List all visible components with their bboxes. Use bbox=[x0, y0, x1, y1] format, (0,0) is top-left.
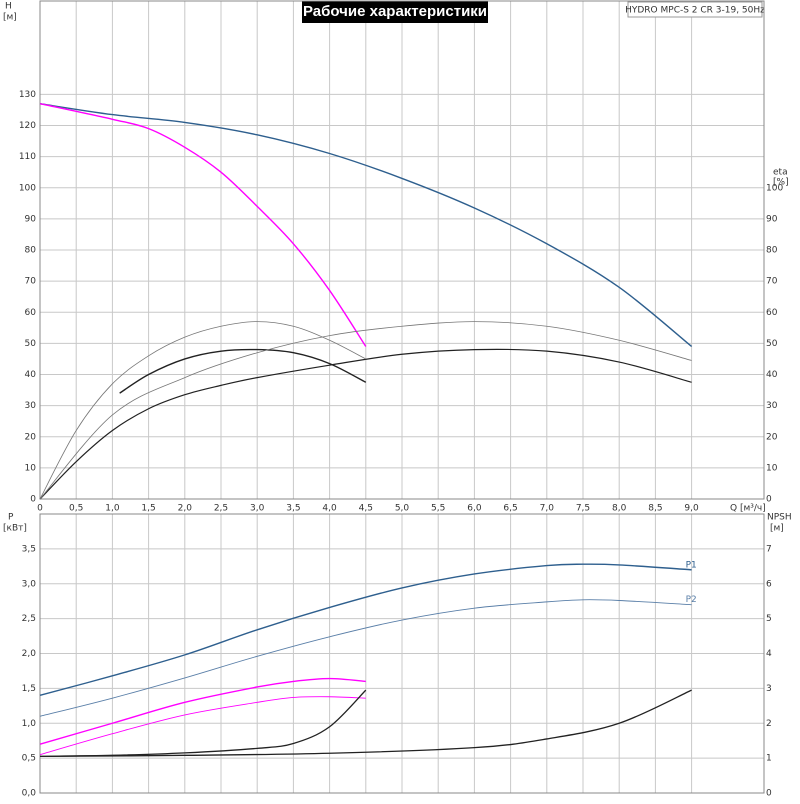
y-tick-label: 40 bbox=[25, 370, 37, 380]
y2-tick-label: 70 bbox=[766, 277, 778, 287]
x-tick-label: 6,5 bbox=[503, 504, 517, 514]
curve bbox=[39, 677, 366, 745]
x-tick-label: 4,0 bbox=[322, 504, 337, 514]
curve bbox=[39, 348, 692, 500]
y2-tick-label: 7 bbox=[766, 544, 772, 554]
series-label: P2 bbox=[686, 595, 697, 605]
y2-tick-label: 5 bbox=[766, 614, 772, 624]
curve bbox=[39, 103, 367, 347]
x-tick-label: 8,0 bbox=[612, 504, 627, 514]
y-tick-label: 2,0 bbox=[22, 649, 37, 659]
x-tick-label: 0,5 bbox=[69, 504, 83, 514]
x-tick-label: 4,5 bbox=[359, 504, 373, 514]
curve bbox=[39, 321, 366, 500]
y2-tick-label: 90 bbox=[766, 214, 778, 224]
y-tick-label: 1,0 bbox=[22, 719, 37, 729]
plot-frame bbox=[39, 0, 765, 500]
curve bbox=[39, 321, 692, 500]
x-tick-label: 3,0 bbox=[250, 504, 265, 514]
title-box bbox=[302, 1, 488, 23]
plot-frame bbox=[39, 513, 765, 794]
annotation: HYDRO MPC-S 2 CR 3-19, 50Hz bbox=[625, 6, 765, 16]
y-axis-label: P bbox=[8, 513, 14, 523]
y-tick-label: 1,5 bbox=[22, 684, 36, 694]
y-tick-label: 80 bbox=[25, 246, 37, 256]
curve bbox=[39, 563, 692, 697]
y-tick-label: 50 bbox=[25, 339, 37, 349]
y-tick-label: 0 bbox=[30, 495, 36, 505]
y-tick-label: 90 bbox=[25, 214, 37, 224]
y2-tick-label: 30 bbox=[766, 401, 778, 411]
x-tick-label: 8,5 bbox=[648, 504, 662, 514]
y2-tick-label: 20 bbox=[766, 432, 778, 442]
y-axis-unit: [кВт] bbox=[3, 524, 27, 534]
y-tick-label: 2,5 bbox=[22, 614, 36, 624]
x-tick-label: 9,0 bbox=[684, 504, 699, 514]
y2-tick-label: 100 bbox=[766, 183, 783, 193]
y2-tick-label: 60 bbox=[766, 308, 778, 318]
y2-tick-label: 1 bbox=[766, 754, 772, 764]
y-axis-unit: [м] bbox=[3, 13, 17, 23]
annotation-box bbox=[627, 1, 763, 18]
x-tick-label: 3,5 bbox=[286, 504, 300, 514]
x-tick-label: 5,5 bbox=[431, 504, 445, 514]
y-tick-label: 0,5 bbox=[22, 754, 36, 764]
y2-tick-label: 10 bbox=[766, 463, 778, 473]
curve bbox=[39, 696, 366, 756]
series-label: P1 bbox=[686, 560, 697, 570]
y2-tick-label: 3 bbox=[766, 684, 772, 694]
y2-axis-unit: [%] bbox=[773, 178, 789, 188]
x-tick-label: 7,5 bbox=[576, 504, 590, 514]
x-tick-label: 2,0 bbox=[178, 504, 193, 514]
y-tick-label: 3,0 bbox=[22, 579, 37, 589]
x-tick-label: 5,0 bbox=[395, 504, 410, 514]
y-tick-label: 70 bbox=[25, 277, 37, 287]
y-tick-label: 0,0 bbox=[22, 789, 37, 799]
y2-tick-label: 80 bbox=[766, 246, 778, 256]
y-tick-label: 130 bbox=[19, 90, 36, 100]
curve bbox=[39, 689, 692, 758]
y2-tick-label: 4 bbox=[766, 649, 772, 659]
y2-tick-label: 2 bbox=[766, 719, 772, 729]
x-tick-label: 6,0 bbox=[467, 504, 482, 514]
x-tick-label: 7,0 bbox=[540, 504, 555, 514]
chart-title: Рабочие характеристики bbox=[303, 3, 487, 20]
x-tick-label: 2,5 bbox=[214, 504, 228, 514]
y2-axis-label: eta bbox=[773, 168, 788, 178]
curve bbox=[39, 599, 692, 717]
y2-tick-label: 0 bbox=[766, 789, 772, 799]
y-tick-label: 30 bbox=[25, 401, 37, 411]
curve bbox=[119, 348, 367, 394]
x-axis-label: Q [м³/ч] bbox=[730, 504, 766, 514]
y-axis-label: H bbox=[5, 2, 12, 12]
y-tick-label: 60 bbox=[25, 308, 37, 318]
y-tick-label: 100 bbox=[19, 183, 36, 193]
y-tick-label: 110 bbox=[19, 152, 36, 162]
y2-axis-label: NPSH bbox=[767, 513, 792, 523]
y2-tick-label: 0 bbox=[766, 495, 772, 505]
x-tick-label: 1,0 bbox=[105, 504, 120, 514]
curve bbox=[39, 103, 693, 348]
y2-axis-unit: [м] bbox=[770, 524, 784, 534]
x-tick-label: 1,5 bbox=[141, 504, 155, 514]
y-tick-label: 3,5 bbox=[22, 544, 36, 554]
x-tick-label: 0 bbox=[37, 504, 43, 514]
y2-tick-label: 6 bbox=[766, 579, 772, 589]
y-tick-label: 20 bbox=[25, 432, 37, 442]
y2-tick-label: 50 bbox=[766, 339, 778, 349]
y-tick-label: 120 bbox=[19, 121, 36, 131]
y-tick-label: 10 bbox=[25, 463, 37, 473]
y2-tick-label: 40 bbox=[766, 370, 778, 380]
